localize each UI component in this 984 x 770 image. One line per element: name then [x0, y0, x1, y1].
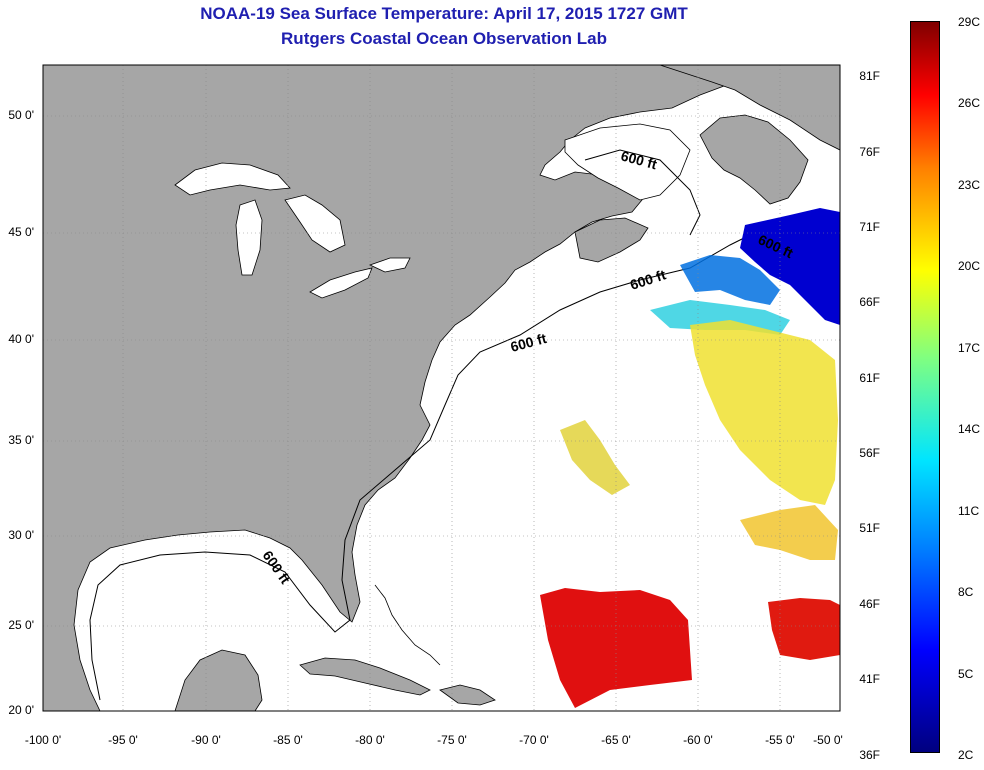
lake-michigan	[235, 199, 263, 276]
temperature-colorbar	[910, 21, 940, 753]
colorbar-celsius-label: 8C	[958, 585, 974, 599]
colorbar-fahrenheit-label: 41F	[859, 672, 880, 686]
sst-warm-band	[690, 320, 838, 505]
colorbar-fahrenheit-label: 66F	[859, 295, 880, 309]
gulf-st-lawrence-water	[564, 123, 691, 201]
sst-warm-patch-west	[560, 420, 630, 495]
lon-label: -100 0'	[24, 733, 62, 747]
bahamas-land	[374, 584, 441, 666]
colorbar-fahrenheit-label: 51F	[859, 521, 880, 535]
lake-ontario	[368, 257, 411, 273]
lat-label: 45 0'	[8, 225, 34, 239]
map-title: NOAA-19 Sea Surface Temperature: April 1…	[200, 4, 688, 23]
lake-huron	[284, 194, 346, 253]
sst-hot-patch-east	[768, 598, 840, 660]
lon-label: -75 0'	[437, 733, 467, 747]
colorbar-celsius-label: 29C	[958, 15, 981, 29]
colorbar-celsius-label: 26C	[958, 96, 981, 110]
lon-label: -50 0'	[813, 733, 843, 747]
bathymetry-contour-gulf	[584, 149, 701, 236]
colorbar-fahrenheit-label: 71F	[859, 220, 880, 234]
colorbar-fahrenheit-label: 61F	[859, 371, 880, 385]
colorbar-fahrenheit-label: 81F	[859, 69, 880, 83]
colorbar-fahrenheit-label: 76F	[859, 145, 880, 159]
sst-warm-band-east	[740, 505, 838, 560]
lat-label: 35 0'	[8, 433, 34, 447]
colorbar-celsius-label: 14C	[958, 422, 981, 436]
graticule	[43, 65, 840, 711]
colorbar-celsius-label: 11C	[958, 504, 980, 518]
lon-label: -55 0'	[765, 733, 795, 747]
map-subtitle: Rutgers Coastal Ocean Observation Lab	[281, 29, 607, 48]
lon-label: -90 0'	[191, 733, 221, 747]
lat-label: 20 0'	[8, 703, 34, 717]
hispaniola-land	[439, 684, 496, 706]
newfoundland-land	[699, 114, 809, 205]
yucatan-land	[174, 649, 263, 711]
colorbar-celsius-label: 2C	[958, 748, 974, 762]
lat-label: 30 0'	[8, 528, 34, 542]
lon-label: -65 0'	[601, 733, 631, 747]
cuba-land	[299, 657, 431, 696]
colorbar-celsius-label: 20C	[958, 259, 981, 273]
colorbar-celsius-label: 5C	[958, 667, 974, 681]
lon-label: -60 0'	[683, 733, 713, 747]
sst-hot-patch-south	[540, 588, 692, 708]
sst-cool-patch	[680, 255, 780, 305]
lon-label: -80 0'	[355, 733, 385, 747]
nova-scotia-land	[574, 217, 649, 263]
sst-cold-patch	[740, 208, 840, 325]
colorbar-fahrenheit-label: 36F	[859, 748, 880, 762]
lat-label: 40 0'	[8, 332, 34, 346]
lon-label: -85 0'	[273, 733, 303, 747]
lat-label: 50 0'	[8, 108, 34, 122]
lon-label: -95 0'	[108, 733, 138, 747]
map-frame	[42, 64, 841, 712]
colorbar-fahrenheit-label: 46F	[859, 597, 880, 611]
lake-superior	[174, 162, 291, 196]
north-america-land	[43, 65, 761, 711]
bathymetry-contour	[89, 219, 801, 701]
colorbar-celsius-label: 23C	[958, 178, 981, 192]
lon-label: -70 0'	[519, 733, 549, 747]
colorbar-celsius-label: 17C	[958, 341, 981, 355]
lat-label: 25 0'	[8, 618, 34, 632]
colorbar-fahrenheit-label: 56F	[859, 446, 880, 460]
labrador-land	[659, 65, 840, 151]
